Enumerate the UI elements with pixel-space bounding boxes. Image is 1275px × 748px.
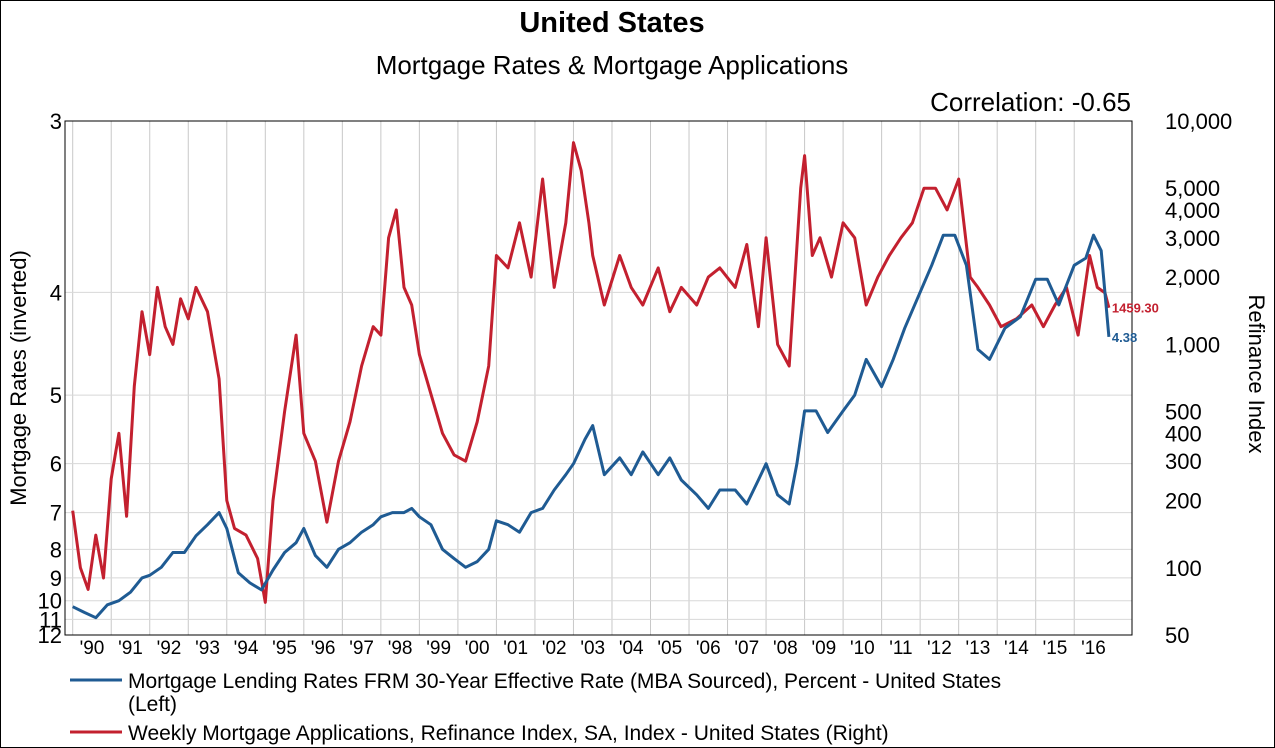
legend-entry-rates: Mortgage Lending Rates FRM 30-Year Effec… [128, 670, 1001, 693]
series-line-mortgage-rate [72, 233, 1111, 620]
y-right-tick-label: 400 [1165, 421, 1202, 446]
x-tick-label: '92 [157, 638, 182, 659]
y-left-tick-label: 4 [50, 280, 62, 305]
y-right-tick-label: 200 [1165, 489, 1202, 514]
x-tick-label: '14 [1004, 638, 1029, 659]
y-left-tick-label: 8 [50, 537, 62, 562]
y-right-tick-label: 10,000 [1165, 109, 1232, 134]
x-tick-label: '94 [234, 638, 259, 659]
x-tick-label: '13 [966, 638, 991, 659]
y-left-tick-label: 3 [50, 109, 62, 134]
x-tick-label: '99 [426, 638, 451, 659]
y-right-tick-label: 4,000 [1165, 198, 1220, 223]
y-right-tick-label: 2,000 [1165, 265, 1220, 290]
end-label-mortgage-rate: 4.38 [1112, 330, 1137, 345]
y-right-axis-label: Refinance Index [1244, 295, 1269, 454]
x-tick-label: '15 [1043, 638, 1068, 659]
y-left-tick-label: 7 [50, 501, 62, 526]
x-tick-label: '02 [542, 638, 567, 659]
series-lines [71, 141, 1111, 620]
x-tick-label: '00 [465, 638, 490, 659]
y-right-tick-label: 100 [1165, 556, 1202, 581]
x-tick-label: '07 [734, 638, 759, 659]
correlation-annotation: Correlation: -0.65 [930, 87, 1131, 117]
x-tick-label: '08 [773, 638, 798, 659]
legend-entry-refinance: Weekly Mortgage Applications, Refinance … [128, 722, 889, 745]
x-tick-label: '11 [889, 638, 912, 659]
x-tick-label: '90 [80, 638, 105, 659]
y-right-tick-label: 5,000 [1165, 176, 1220, 201]
x-tick-label: '06 [696, 638, 721, 659]
x-tick-labels: '90 '91 '92 '93 '94 '95 '96 '97 '98 '99 '00 '01 '02 '… [80, 638, 1106, 659]
plot-area [64, 120, 1133, 636]
x-tick-label: '12 [927, 638, 952, 659]
y-left-tick-label: 11 [39, 607, 62, 632]
x-tick-label: '01 [503, 638, 528, 659]
x-tick-label: '03 [580, 638, 605, 659]
legend: Mortgage Lending Rates FRM 30-Year Effec… [70, 670, 1001, 745]
y-right-tick-label: 1,000 [1165, 332, 1220, 357]
x-tick-label: '04 [619, 638, 644, 659]
x-tick-label: '96 [311, 638, 336, 659]
chart-title: United States [519, 7, 704, 39]
grid-lines [65, 120, 1132, 636]
x-tick-label: '95 [272, 638, 297, 659]
y-left-tick-label: 10 [38, 589, 62, 614]
x-tick-label: '16 [1081, 638, 1106, 659]
legend-entry-rates-continued: (Left) [128, 693, 177, 716]
y-right-tick-label: 300 [1165, 449, 1202, 474]
y-right-tick-label: 500 [1165, 400, 1202, 425]
x-tick-label: '09 [811, 638, 836, 659]
x-tick-label: '05 [657, 638, 682, 659]
x-tick-label: '10 [850, 638, 875, 659]
x-tick-label: '98 [388, 638, 413, 659]
end-label-refinance-index: 1459.30 [1112, 301, 1159, 316]
y-right-tick-label: 50 [1165, 623, 1189, 648]
x-tick-label: '91 [118, 638, 143, 659]
y-left-tick-label: 12 [38, 623, 62, 648]
series-end-labels: 1459.30 4.38 [1112, 301, 1159, 345]
y-left-tick-label: 9 [50, 566, 62, 591]
x-tick-label: '97 [349, 638, 374, 659]
series-line-refinance-index [71, 141, 1111, 604]
y-right-tick-label: 3,000 [1165, 226, 1220, 251]
y-left-tick-label: 5 [50, 383, 62, 408]
y-left-axis-label: Mortgage Rates (inverted) [6, 250, 31, 506]
y-left-tick-label: 6 [50, 452, 62, 477]
x-tick-label: '93 [195, 638, 220, 659]
chart-subtitle: Mortgage Rates & Mortgage Applications [376, 50, 849, 80]
